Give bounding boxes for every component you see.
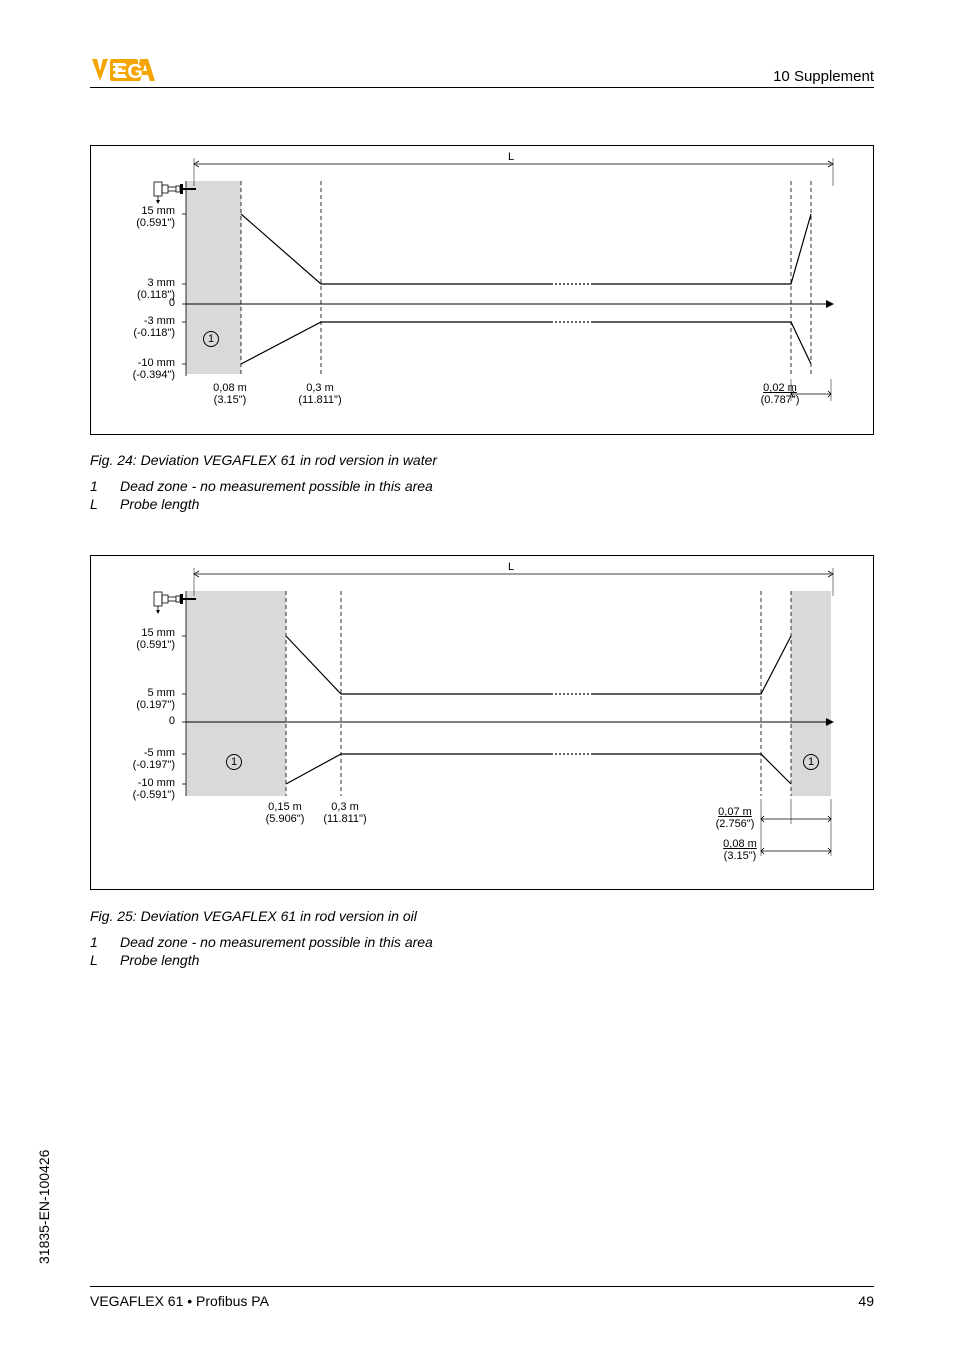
svg-text:L: L [508, 561, 514, 573]
document-id: 31835-EN-100426 [36, 1150, 52, 1264]
l-label: L [508, 151, 514, 163]
y-label: 15 mm(0.591") [120, 205, 175, 229]
page-footer: VEGAFLEX 61 • Profibus PA 49 [90, 1286, 874, 1309]
x-label: 0,08 m(3.15") [200, 382, 260, 406]
vega-logo: EG [90, 55, 190, 85]
figure-24-legend: 1Dead zone - no measurement possible in … [90, 476, 433, 512]
section-title: 10 Supplement [773, 68, 874, 85]
x-label: 0,3 m(11.811") [315, 801, 375, 825]
y-label: -10 mm(-0.394") [120, 357, 175, 381]
svg-text:EG: EG [114, 61, 143, 83]
deadzone-marker-1-right: 1 [803, 754, 819, 770]
y-label: 5 mm(0.197") [120, 687, 175, 711]
y-label: -3 mm(-0.118") [120, 315, 175, 339]
figure-25-legend: 1Dead zone - no measurement possible in … [90, 932, 433, 968]
footer-product: VEGAFLEX 61 • Profibus PA [90, 1293, 269, 1309]
y-label: -5 mm(-0.197") [120, 747, 175, 771]
x-label: 0,08 m(3.15") [710, 838, 770, 862]
y-label: -10 mm(-0.591") [120, 777, 175, 801]
x-label: 0,15 m(5.906") [255, 801, 315, 825]
x-label: 0,02 m(0.787") [750, 382, 810, 406]
x-label: 0,3 m(11.811") [290, 382, 350, 406]
y-label: 0 [120, 297, 175, 309]
deadzone-marker-1: 1 [226, 754, 242, 770]
deadzone-marker-1: 1 [203, 331, 219, 347]
y-label: 0 [120, 715, 175, 727]
x-label: 0,07 m(2.756") [705, 806, 765, 830]
y-label: 15 mm(0.591") [120, 627, 175, 651]
page-number: 49 [858, 1293, 874, 1309]
figure-24-caption: Fig. 24: Deviation VEGAFLEX 61 in rod ve… [90, 452, 437, 468]
page-header: EG 10 Supplement [90, 48, 874, 88]
figure-25-caption: Fig. 25: Deviation VEGAFLEX 61 in rod ve… [90, 908, 417, 924]
